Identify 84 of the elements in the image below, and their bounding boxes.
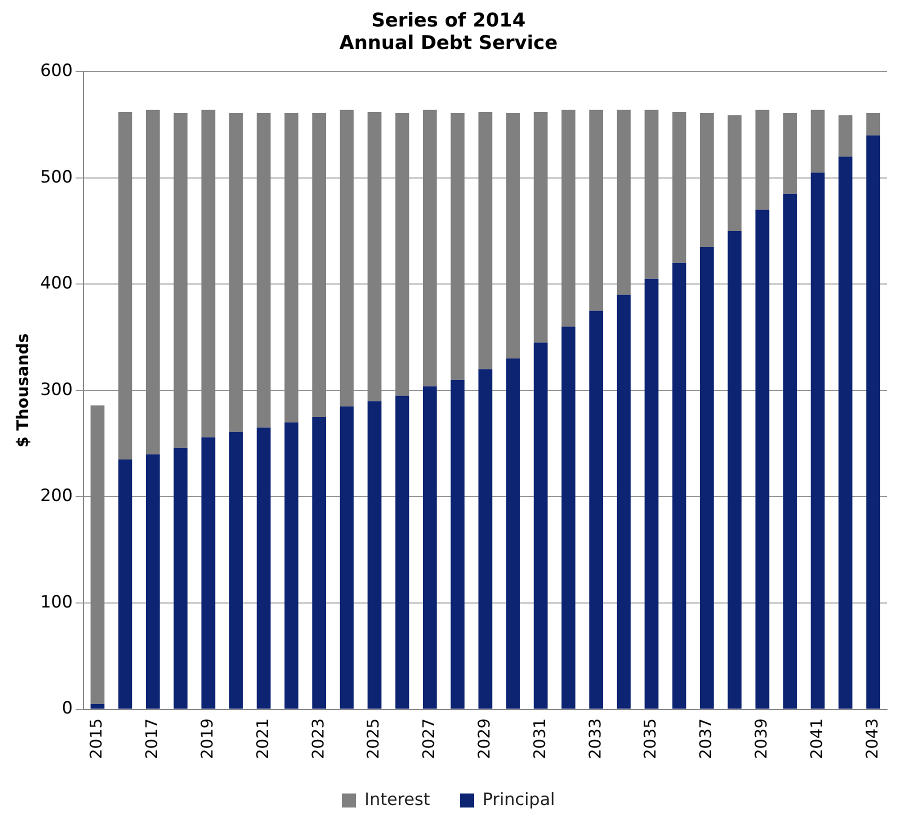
bar	[728, 115, 742, 232]
x-tick-label: 2035	[640, 718, 660, 759]
bar	[450, 113, 465, 380]
bar	[340, 110, 354, 406]
bar	[672, 112, 686, 263]
bar	[201, 437, 216, 709]
bar	[90, 704, 104, 709]
bar	[755, 110, 770, 210]
bar	[395, 113, 410, 396]
bar	[422, 110, 437, 386]
bar	[368, 112, 382, 402]
legend-label: Interest	[364, 790, 430, 810]
x-tick-label: 2039	[752, 718, 770, 759]
x-tick-label: 2023	[308, 718, 328, 759]
bar	[478, 369, 492, 709]
bar	[450, 380, 465, 709]
bar	[256, 428, 271, 709]
y-tick-label: 200	[40, 486, 73, 506]
bar	[616, 294, 631, 709]
bar	[284, 422, 298, 709]
bar	[534, 112, 548, 343]
x-tick-label: 2033	[585, 718, 604, 759]
bar	[562, 110, 576, 327]
bar	[368, 401, 382, 709]
x-tick-label: 2027	[419, 718, 438, 759]
bar	[810, 110, 825, 173]
x-tick-label: 2043	[862, 718, 882, 759]
bar	[866, 135, 880, 709]
bar	[118, 460, 132, 709]
y-tick-label: 0	[62, 698, 73, 719]
bar	[174, 113, 188, 448]
bar	[312, 113, 326, 418]
bar	[312, 417, 326, 709]
x-tick-label: 2021	[252, 718, 272, 759]
y-tick-label: 400	[40, 274, 73, 294]
legend-label: Principal	[482, 790, 555, 810]
bar	[589, 110, 604, 311]
y-tick-label: 300	[40, 380, 73, 400]
bar	[783, 194, 797, 709]
bar	[174, 448, 188, 709]
bar	[755, 210, 770, 709]
chart-title: Series of 2014 Annual Debt Service	[339, 9, 558, 54]
bar	[284, 113, 298, 422]
bar	[229, 432, 243, 709]
bar	[146, 110, 160, 454]
bar	[728, 231, 742, 709]
y-tick-label: 500	[40, 167, 73, 188]
bar	[506, 113, 520, 359]
x-tick-label: 2037	[696, 718, 716, 759]
bar	[534, 342, 548, 709]
x-tick-label: 2017	[142, 718, 162, 759]
x-tick-label: 2019	[197, 718, 216, 759]
x-tick-label: 2029	[474, 718, 494, 759]
y-axis-title: $ Thousands	[12, 333, 32, 448]
bar	[866, 113, 880, 136]
bar	[672, 262, 686, 709]
bar	[201, 110, 216, 438]
bar	[838, 115, 852, 157]
bar	[422, 386, 437, 709]
bar	[90, 405, 104, 704]
bar	[118, 112, 132, 460]
bar	[340, 406, 354, 709]
bar	[506, 358, 520, 709]
bar	[395, 396, 410, 709]
bar	[810, 172, 825, 709]
y-tick-label: 600	[40, 61, 73, 82]
bar	[616, 110, 631, 295]
bar	[562, 326, 576, 709]
bar	[146, 454, 160, 709]
bar	[783, 113, 797, 194]
x-tick-label: 2015	[86, 718, 106, 759]
bar	[644, 110, 658, 279]
bar	[644, 278, 658, 709]
bar	[700, 246, 714, 709]
bar	[589, 310, 604, 709]
bar	[838, 156, 852, 709]
x-tick-label: 2025	[364, 718, 383, 759]
bar	[229, 113, 243, 432]
bar	[478, 112, 492, 370]
bar	[256, 113, 271, 428]
bar	[700, 113, 714, 247]
y-tick-label: 100	[40, 592, 73, 612]
x-tick-label: 2041	[806, 718, 826, 759]
x-tick-label: 2031	[530, 718, 549, 759]
